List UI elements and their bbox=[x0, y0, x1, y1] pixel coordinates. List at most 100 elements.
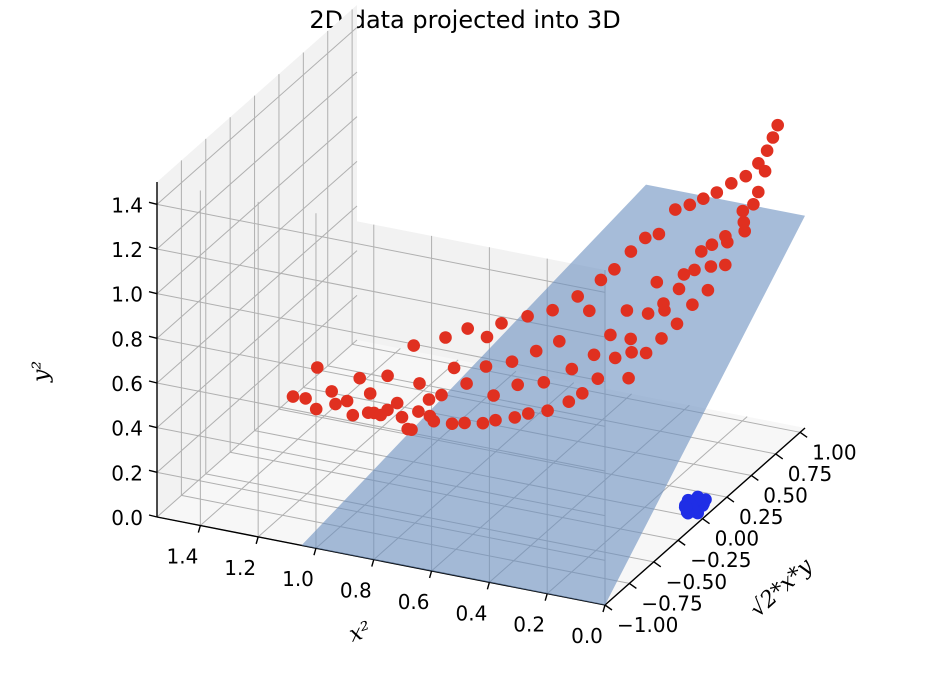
scatter-point bbox=[413, 377, 426, 390]
scatter-point bbox=[571, 290, 584, 303]
scatter-point bbox=[710, 186, 724, 199]
scatter-point bbox=[620, 304, 634, 317]
z-tick-label: 1.0 bbox=[111, 283, 143, 307]
scatter-point bbox=[361, 406, 375, 420]
scatter-point bbox=[353, 371, 367, 385]
z-tick-label: 0.0 bbox=[111, 506, 143, 530]
scatter-point bbox=[622, 371, 635, 385]
scatter-point bbox=[655, 332, 668, 345]
scatter-point bbox=[546, 303, 559, 317]
y-tick-mark bbox=[628, 582, 637, 589]
scatter-point bbox=[407, 339, 421, 352]
x-tick-label: 1.2 bbox=[224, 556, 256, 580]
y-tick-label: −0.75 bbox=[641, 591, 702, 615]
axis-ticks: 0.0 0.2 0.4 0.6 0.8 1.0 1.2 1.4 −1.00−0.75−0.50−… bbox=[111, 193, 856, 648]
scatter-point bbox=[725, 177, 738, 190]
scatter-point bbox=[738, 224, 751, 238]
scatter-point bbox=[562, 395, 576, 409]
data-points bbox=[286, 118, 784, 520]
scatter-point bbox=[719, 230, 732, 243]
scatter-point bbox=[639, 346, 653, 360]
scatter-point bbox=[669, 203, 682, 216]
z-axis-label: y² bbox=[29, 361, 54, 383]
x-tick-mark bbox=[602, 604, 606, 613]
gridline-back-z bbox=[156, 160, 358, 339]
y-tick-mark bbox=[775, 453, 784, 460]
scatter-point bbox=[641, 307, 655, 320]
x-tick-mark bbox=[428, 570, 433, 579]
scatter-point bbox=[458, 416, 471, 430]
scatter-point bbox=[639, 231, 652, 245]
scatter-point bbox=[522, 407, 535, 420]
y-tick-label: −1.00 bbox=[617, 613, 678, 637]
scatter-point bbox=[624, 332, 637, 346]
z-tick-label: 0.2 bbox=[111, 461, 143, 485]
scatter-point bbox=[701, 283, 715, 297]
scatter-point bbox=[439, 331, 452, 344]
scatter-point bbox=[739, 169, 753, 183]
scatter-point bbox=[489, 413, 502, 427]
scatter-point bbox=[608, 351, 622, 365]
x-tick-label: 1.0 bbox=[282, 567, 314, 591]
gridline-back-z bbox=[156, 250, 358, 429]
scatter-point bbox=[672, 282, 686, 296]
scatter-point bbox=[697, 192, 710, 205]
scatter-point bbox=[487, 389, 500, 402]
scatter-point bbox=[495, 317, 508, 330]
z-tick-mark bbox=[148, 514, 158, 518]
scatter-point bbox=[705, 238, 719, 251]
scatter-point bbox=[565, 362, 579, 376]
scatter-point bbox=[405, 423, 418, 437]
scatter-point bbox=[704, 260, 718, 273]
y-tick-mark bbox=[750, 474, 759, 482]
z-tick-label: 0.6 bbox=[111, 372, 143, 396]
scatter-point bbox=[508, 411, 522, 424]
y-tick-label: 1.00 bbox=[812, 440, 857, 464]
scatter-point bbox=[688, 263, 701, 277]
scatter-point bbox=[677, 268, 691, 281]
scatter-point bbox=[363, 387, 377, 400]
y-tick-mark bbox=[702, 518, 710, 525]
scatter-point bbox=[445, 417, 459, 431]
scatter-point bbox=[760, 144, 774, 157]
scatter-point bbox=[427, 414, 441, 428]
y-tick-label: 0.75 bbox=[788, 462, 833, 486]
scatter-point bbox=[670, 317, 684, 331]
scatter-point bbox=[505, 355, 519, 369]
x-tick-label: 0.0 bbox=[571, 624, 603, 648]
x-tick-mark bbox=[197, 525, 202, 533]
pane-back bbox=[157, 5, 357, 517]
gridline-back-z bbox=[156, 339, 358, 518]
scatter-point bbox=[719, 258, 732, 272]
gridline-back-z bbox=[156, 71, 358, 250]
scatter-point bbox=[553, 335, 566, 348]
scatter-point bbox=[374, 408, 388, 422]
scatter-point bbox=[591, 372, 605, 386]
scatter-point bbox=[340, 394, 354, 408]
scatter-point bbox=[311, 361, 324, 374]
scatter-point bbox=[766, 131, 780, 144]
x-tick-mark bbox=[255, 536, 259, 545]
y-tick-mark bbox=[726, 496, 735, 503]
gridline-back-z bbox=[156, 26, 358, 205]
scatter-point bbox=[650, 275, 664, 289]
scatter-point bbox=[422, 393, 436, 406]
scatter-point bbox=[594, 273, 608, 287]
y-tick-label: 0.25 bbox=[739, 505, 784, 529]
z-tick-label: 1.4 bbox=[111, 193, 143, 217]
z-tick-label: 0.4 bbox=[111, 417, 143, 441]
scatter-point bbox=[479, 360, 493, 373]
x-tick-label: 0.6 bbox=[398, 590, 430, 614]
y-tick-label: 0.50 bbox=[763, 484, 808, 508]
scatter-point bbox=[583, 304, 596, 318]
scatter-point bbox=[529, 344, 543, 358]
z-tick-label: 1.2 bbox=[111, 238, 143, 262]
x-tick-mark bbox=[486, 582, 491, 590]
scatter-point bbox=[771, 118, 784, 132]
gridline-floor-x bbox=[257, 359, 459, 538]
x-tick-mark bbox=[371, 559, 375, 567]
scatter-point bbox=[480, 330, 494, 344]
scatter-point bbox=[412, 405, 425, 418]
scatter-point bbox=[460, 377, 473, 390]
y-tick-mark bbox=[677, 539, 686, 546]
